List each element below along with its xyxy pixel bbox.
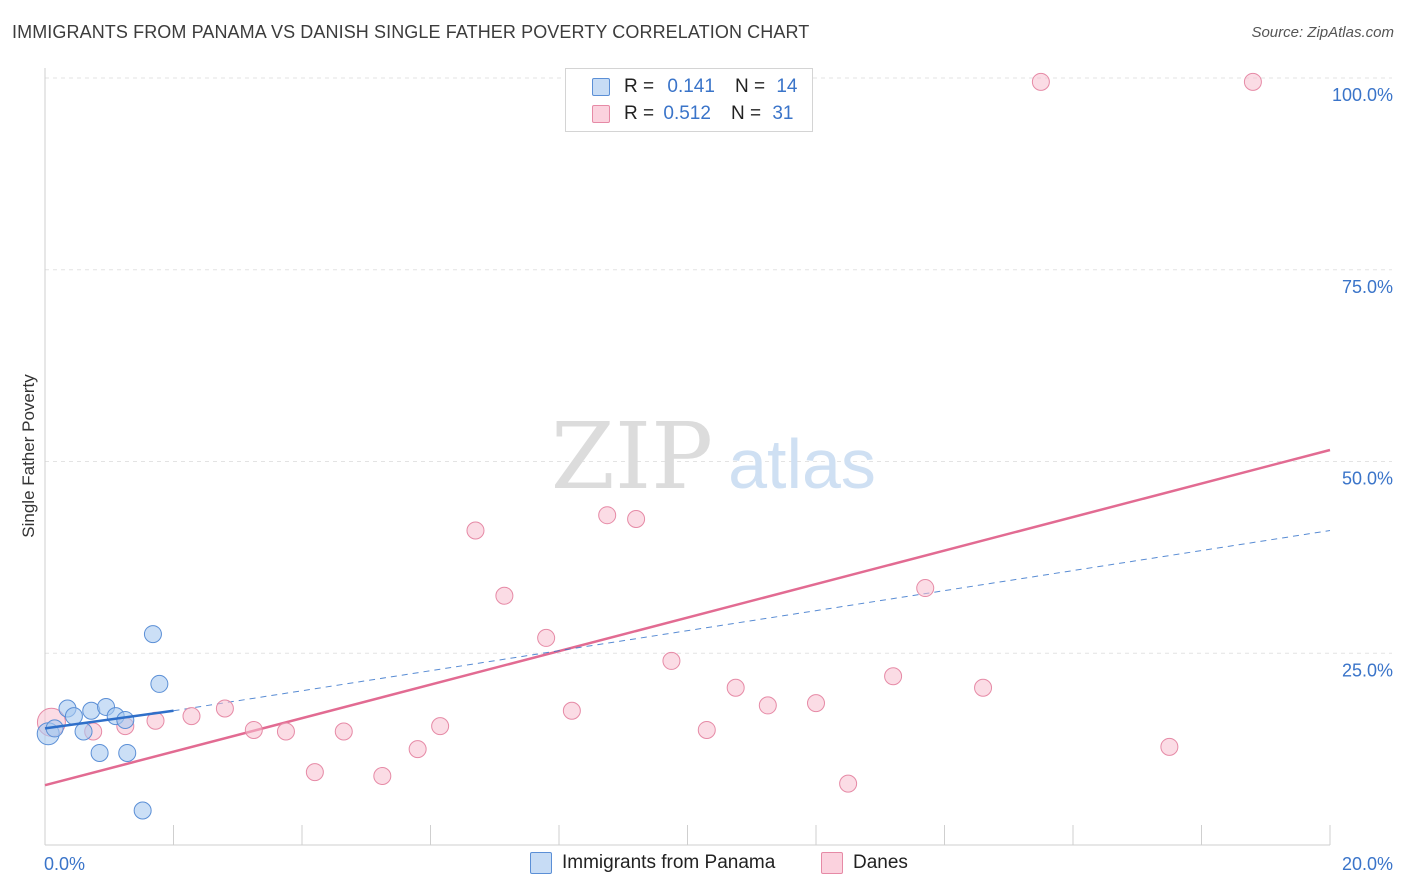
point-danes xyxy=(562,701,581,720)
point-danes xyxy=(305,763,324,782)
point-panama xyxy=(118,743,137,762)
scatter-points xyxy=(36,72,1262,820)
point-panama xyxy=(64,707,83,726)
watermark-zip: ZIP xyxy=(551,403,713,510)
point-danes xyxy=(1160,737,1179,756)
point-danes xyxy=(807,694,825,713)
point-panama xyxy=(82,701,101,720)
legend-r-value: 0.141 xyxy=(667,76,715,97)
chart-title: IMMIGRANTS FROM PANAMA VS DANISH SINGLE … xyxy=(12,22,810,42)
point-danes xyxy=(1243,72,1262,91)
legend-row-panama: R = 0.141 N = 14 xyxy=(592,75,797,99)
point-panama xyxy=(116,710,135,729)
y-tick-label: 50.0% xyxy=(1342,469,1393,489)
x-tick-label: 20.0% xyxy=(1342,854,1393,874)
point-danes xyxy=(182,707,201,726)
legend-r-value: 0.512 xyxy=(663,103,711,124)
stats-legend: R = 0.141 N = 14 R = 0.512 N = 31 xyxy=(565,68,813,132)
legend-r-label: R = xyxy=(624,103,655,124)
gridlines xyxy=(45,77,1392,654)
legend-row-danes: R = 0.512 N = 31 xyxy=(592,102,793,126)
point-panama xyxy=(150,674,169,693)
point-danes xyxy=(884,667,903,686)
legend-n-value: 31 xyxy=(772,103,794,124)
legend-n-value: 14 xyxy=(776,76,798,97)
point-danes xyxy=(1031,72,1050,91)
axes xyxy=(44,68,1331,846)
legend-n-label: N = xyxy=(730,103,762,124)
point-danes xyxy=(974,678,993,697)
point-danes xyxy=(244,720,263,739)
legend-swatch-danes xyxy=(592,105,610,123)
bottom-legend-label-danes: Danes xyxy=(853,852,908,873)
point-danes xyxy=(334,722,353,741)
point-danes xyxy=(758,696,777,715)
point-danes xyxy=(598,506,617,525)
bottom-legend-swatch-danes xyxy=(821,852,843,874)
legend-r-label: R = xyxy=(624,76,655,97)
point-danes xyxy=(839,774,858,793)
point-danes xyxy=(916,579,935,598)
bottom-legend-panama: Immigrants from Panama xyxy=(530,852,775,874)
watermark-atlas: atlas xyxy=(728,425,876,503)
y-tick-label: 75.0% xyxy=(1342,277,1393,297)
point-danes xyxy=(215,699,234,718)
point-panama xyxy=(90,743,109,762)
legend-swatch-panama xyxy=(592,78,610,96)
y-tick-label: 100.0% xyxy=(1332,85,1393,105)
y-tick-label: 25.0% xyxy=(1342,660,1393,680)
point-panama xyxy=(133,801,152,820)
bottom-legend-swatch-panama xyxy=(530,852,552,874)
point-danes xyxy=(537,628,556,647)
point-danes xyxy=(276,722,295,741)
axis-labels: 25.0% 50.0% 75.0% 100.0% 0.0% 20.0% Single Fat… xyxy=(19,85,1393,874)
trend-line-panama xyxy=(44,709,174,730)
point-danes xyxy=(697,720,716,739)
trend-line-panama-extended xyxy=(173,530,1331,712)
y-axis-title: Single Father Poverty xyxy=(19,374,38,538)
x-tick-label: 0.0% xyxy=(44,854,85,874)
point-danes xyxy=(627,510,646,529)
bottom-legend-label-panama: Immigrants from Panama xyxy=(562,852,776,873)
point-danes xyxy=(726,678,745,697)
point-danes xyxy=(431,717,450,736)
point-danes xyxy=(495,586,514,605)
point-danes xyxy=(466,521,485,540)
point-panama xyxy=(143,625,162,644)
point-danes xyxy=(408,740,427,759)
point-danes xyxy=(662,651,681,670)
source-label: Source: ZipAtlas.com xyxy=(1251,24,1394,41)
point-danes xyxy=(373,766,392,785)
point-panama xyxy=(74,722,93,741)
legend-n-label: N = xyxy=(734,76,766,97)
bottom-legend-danes: Danes xyxy=(821,852,908,874)
